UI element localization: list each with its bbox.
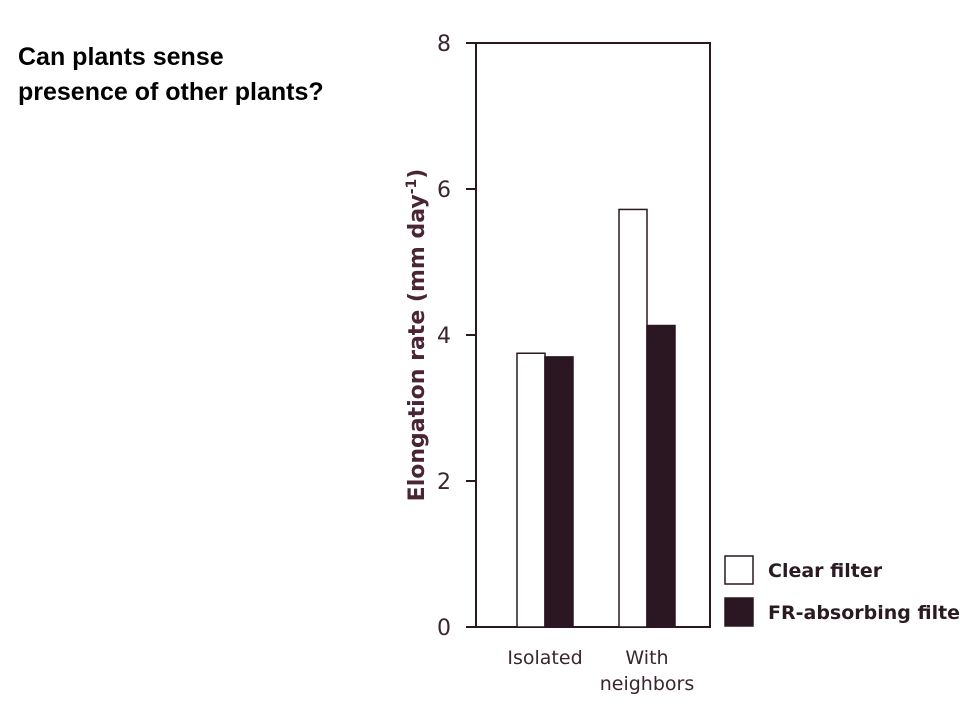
x-tick-label-line: neighbors — [600, 673, 695, 695]
x-tick-label-line: With — [625, 647, 668, 669]
bar-fr-absorbing-filter-isolated — [544, 356, 574, 628]
y-tick-label: 4 — [437, 324, 451, 349]
x-tick-label-isolated: Isolated — [507, 647, 582, 669]
y-axis-title-close: ) — [405, 169, 430, 179]
legend-label-fr-absorbing-filter: FR-absorbing filter — [768, 602, 960, 624]
bars — [516, 208, 676, 628]
x-tick-label-with-neighbors: With neighbors — [600, 647, 695, 695]
legend-swatch-fr-absorbing-filter — [724, 597, 754, 627]
x-axis-labels: Isolated With neighbors — [507, 647, 694, 695]
y-tick-label: 0 — [437, 616, 451, 641]
legend-label-clear-filter: Clear filter — [768, 560, 883, 582]
bar-clear-filter-with-neighbors — [618, 208, 648, 628]
slide-title: Can plants sense presence of other plant… — [18, 40, 324, 110]
y-axis-title-sup: -1 — [404, 179, 420, 195]
y-tick-label: 8 — [437, 32, 451, 57]
y-tick-label: 2 — [437, 470, 451, 495]
bar-clear-filter-isolated — [516, 352, 546, 628]
title-line-1: Can plants sense — [18, 43, 224, 71]
y-axis-title-text: Elongation rate (mm day — [405, 194, 430, 501]
y-axis-ticks: 0 2 4 6 8 — [437, 32, 476, 641]
legend-swatch-clear-filter — [724, 555, 754, 585]
title-line-2: presence of other plants? — [18, 78, 324, 106]
bar-fr-absorbing-filter-with-neighbors — [646, 324, 676, 628]
y-axis-title: Elongation rate (mm day-1) — [404, 169, 430, 502]
x-tick-label-line: Isolated — [507, 647, 582, 669]
y-tick-label: 6 — [437, 178, 451, 203]
legend: Clear filter FR-absorbing filter — [724, 555, 960, 627]
